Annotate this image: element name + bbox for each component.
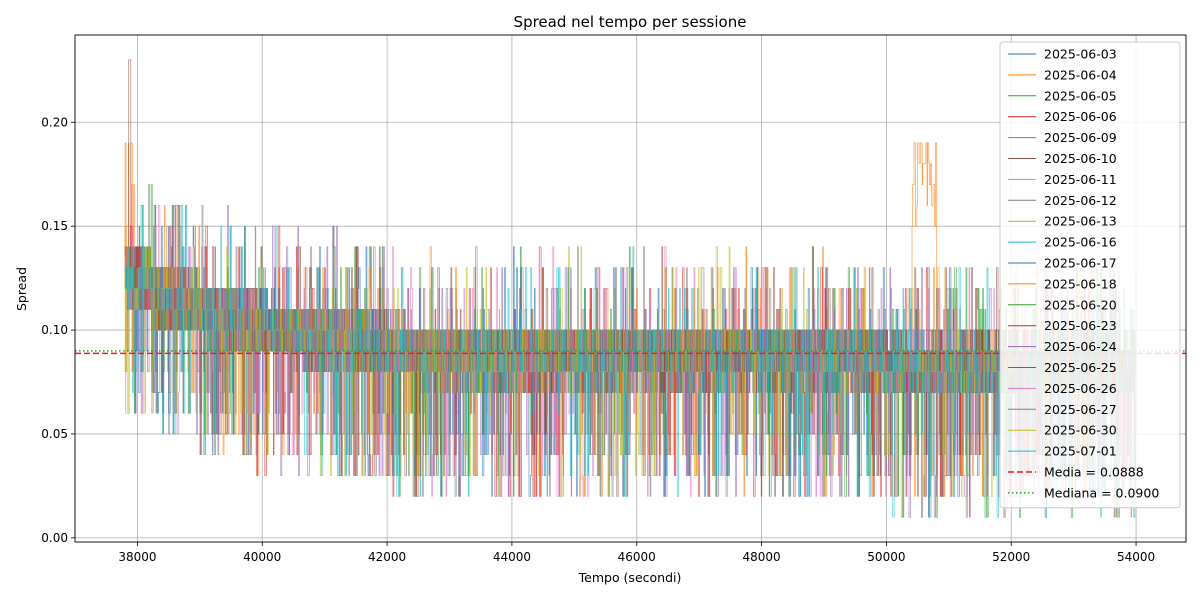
legend-label: 2025-06-09	[1044, 130, 1117, 145]
chart-title: Spread nel tempo per sessione	[514, 13, 747, 31]
y-tick-label: 0.05	[41, 427, 68, 441]
legend-label: 2025-07-01	[1044, 444, 1117, 459]
x-axis-label: Tempo (secondi)	[578, 570, 682, 585]
y-tick-label: 0.15	[41, 219, 68, 233]
reference-lines	[75, 350, 1186, 355]
y-axis-label: Spread	[14, 267, 29, 311]
plot-frame	[74, 34, 1187, 543]
legend-label: 2025-06-11	[1044, 172, 1117, 187]
legend-label: 2025-06-05	[1044, 88, 1117, 103]
legend-label: 2025-06-23	[1044, 318, 1117, 333]
legend-label: 2025-06-27	[1044, 402, 1117, 417]
x-tick-label: 46000	[618, 550, 656, 564]
legend-label: 2025-06-18	[1044, 276, 1117, 291]
legend-label: 2025-06-03	[1044, 47, 1117, 62]
legend: 2025-06-03 2025-06-04 2025-06-05 2025-06-06…	[999, 41, 1181, 509]
legend-label: 2025-06-16	[1044, 235, 1117, 250]
legend-label: 2025-06-10	[1044, 151, 1117, 166]
legend-box	[999, 41, 1181, 509]
y-tick-label: 0.20	[41, 115, 68, 129]
x-tick-label: 44000	[493, 550, 531, 564]
x-tick-label: 54000	[1117, 550, 1155, 564]
legend-label: 2025-06-12	[1044, 193, 1117, 208]
x-tick-label: 38000	[118, 550, 156, 564]
legend-label: 2025-06-26	[1044, 381, 1117, 396]
series-lines	[124, 59, 1137, 518]
legend-label: 2025-06-17	[1044, 256, 1117, 271]
x-tick-label: 52000	[992, 550, 1030, 564]
legend-label: 2025-06-24	[1044, 339, 1117, 354]
x-tick-label: 40000	[243, 550, 281, 564]
legend-label: 2025-06-25	[1044, 360, 1117, 375]
x-tick-label: 48000	[742, 550, 780, 564]
x-tick-label: 42000	[368, 550, 406, 564]
series-line-2025-07-01	[125, 205, 1136, 518]
y-tick-label: 0.00	[41, 531, 68, 545]
legend-label: Mediana = 0.0900	[1044, 485, 1159, 500]
legend-label: 2025-06-30	[1044, 423, 1117, 438]
legend-label: 2025-06-20	[1044, 297, 1117, 312]
legend-label: 2025-06-13	[1044, 214, 1117, 229]
axes: 38000 40000 42000 44000 46000 48000 50000 52000…	[41, 34, 1187, 564]
y-tick-label: 0.10	[41, 323, 68, 337]
legend-label: 2025-06-04	[1044, 67, 1117, 82]
legend-label: 2025-06-06	[1044, 109, 1117, 124]
legend-label: Media = 0.0888	[1044, 465, 1144, 480]
x-tick-label: 50000	[867, 550, 905, 564]
